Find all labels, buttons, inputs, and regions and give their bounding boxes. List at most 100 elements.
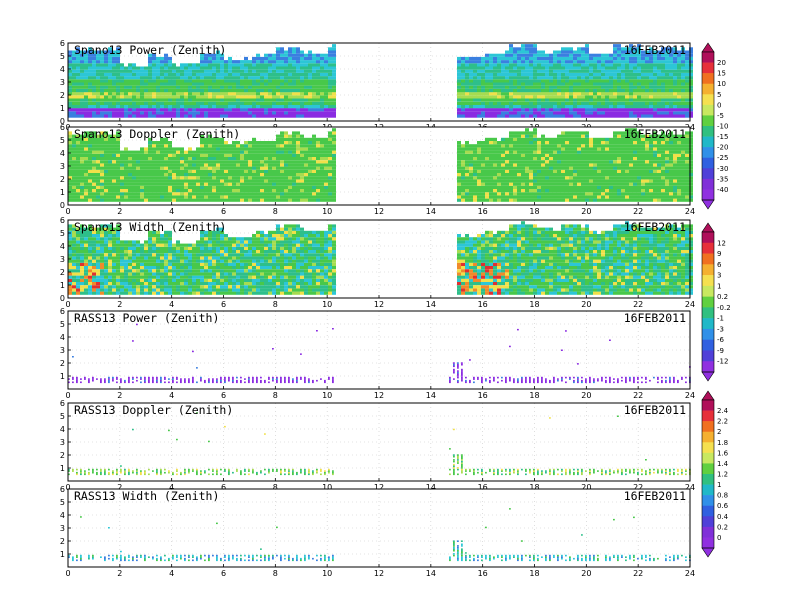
heatmap-cell <box>236 82 240 86</box>
heatmap-cell <box>296 147 300 151</box>
heatmap-cell <box>92 89 96 93</box>
heatmap-cell <box>557 195 561 199</box>
heatmap-cell <box>280 185 284 189</box>
heatmap-cell <box>96 105 100 109</box>
heatmap-cell <box>541 79 545 83</box>
heatmap-cell <box>621 53 625 57</box>
heatmap-cell <box>120 108 124 112</box>
heatmap-cell <box>585 50 589 54</box>
heatmap-cell <box>553 92 557 96</box>
heatmap-cell <box>569 56 573 61</box>
heatmap-cell <box>120 105 124 109</box>
heatmap-cell <box>264 108 268 112</box>
heatmap-cell <box>332 166 336 170</box>
heatmap-cell <box>457 182 461 186</box>
heatmap-cell <box>505 69 509 73</box>
heatmap-cell <box>192 98 196 102</box>
heatmap-cell <box>84 63 88 67</box>
heatmap-cell <box>665 66 669 70</box>
heatmap-cell <box>104 134 108 138</box>
heatmap-cell <box>677 53 681 57</box>
heatmap-cell <box>184 166 188 170</box>
heatmap-cell <box>557 60 561 64</box>
heatmap-cell <box>280 50 284 54</box>
heatmap-cell <box>597 53 601 57</box>
heatmap-cell <box>585 179 589 183</box>
heatmap-cell <box>633 60 637 64</box>
heatmap-cell <box>184 89 188 93</box>
heatmap-cell <box>200 105 204 109</box>
heatmap-cell <box>613 111 617 115</box>
heatmap-cell <box>521 144 525 148</box>
heatmap-cell <box>549 114 553 118</box>
heatmap-cell <box>485 111 489 115</box>
heatmap-cell <box>208 156 212 161</box>
heatmap-cell <box>72 176 76 180</box>
heatmap-cell <box>573 89 577 93</box>
heatmap-cell <box>88 66 92 70</box>
heatmap-cell <box>244 98 248 102</box>
heatmap-cell <box>72 114 76 118</box>
heatmap-cell <box>288 101 292 105</box>
heatmap-cell <box>569 189 573 193</box>
heatmap-cell <box>609 66 613 70</box>
heatmap-cell <box>561 82 565 86</box>
heatmap-cell <box>264 156 268 161</box>
heatmap-cell <box>228 114 232 118</box>
heatmap-cell <box>296 101 300 105</box>
heatmap-cell <box>188 147 192 151</box>
heatmap-cell <box>497 176 501 180</box>
heatmap-cell <box>677 69 681 73</box>
heatmap-cell <box>617 69 621 73</box>
heatmap-cell <box>152 153 156 157</box>
heatmap-cell <box>597 89 601 93</box>
heatmap-cell <box>92 72 96 77</box>
heatmap-cell <box>76 95 80 99</box>
heatmap-cell <box>80 185 84 189</box>
heatmap-cell <box>649 95 653 99</box>
heatmap-cell <box>204 105 208 109</box>
heatmap-cell <box>501 195 505 199</box>
heatmap-cell <box>489 144 493 148</box>
heatmap-cell <box>593 192 597 196</box>
heatmap-cell <box>268 98 272 102</box>
heatmap-cell <box>216 50 220 54</box>
heatmap-cell <box>220 169 224 173</box>
heatmap-cell <box>180 108 184 112</box>
heatmap-cell <box>573 50 577 54</box>
heatmap-cell <box>92 163 96 167</box>
heatmap-cell <box>80 160 84 164</box>
heatmap-cell <box>172 98 176 102</box>
heatmap-cell <box>204 176 208 180</box>
heatmap-cell <box>485 150 489 154</box>
heatmap-cell <box>661 66 665 70</box>
heatmap-cell <box>465 60 469 64</box>
heatmap-cell <box>505 173 509 177</box>
heatmap-cell <box>585 98 589 102</box>
heatmap-cell <box>88 50 92 54</box>
heatmap-cell <box>292 76 296 80</box>
heatmap-cell <box>469 105 473 109</box>
heatmap-cell <box>204 169 208 173</box>
heatmap-cell <box>240 195 244 199</box>
heatmap-cell <box>589 98 593 102</box>
heatmap-cell <box>625 53 629 57</box>
heatmap-cell <box>577 147 581 151</box>
heatmap-cell <box>116 85 120 89</box>
heatmap-cell <box>653 92 657 96</box>
heatmap-cell <box>597 144 601 148</box>
heatmap-cell <box>132 85 136 89</box>
heatmap-cell <box>645 63 649 67</box>
heatmap-cell <box>84 82 88 86</box>
heatmap-cell <box>597 173 601 177</box>
heatmap-cell <box>164 141 168 145</box>
heatmap-cell <box>501 92 505 96</box>
heatmap-cell <box>469 150 473 154</box>
heatmap-cell <box>485 72 489 77</box>
heatmap-cell <box>196 192 200 196</box>
heatmap-cell <box>204 89 208 93</box>
heatmap-cell <box>320 53 324 57</box>
heatmap-cell <box>533 79 537 83</box>
heatmap-cell <box>661 105 665 109</box>
heatmap-cell <box>605 192 609 196</box>
